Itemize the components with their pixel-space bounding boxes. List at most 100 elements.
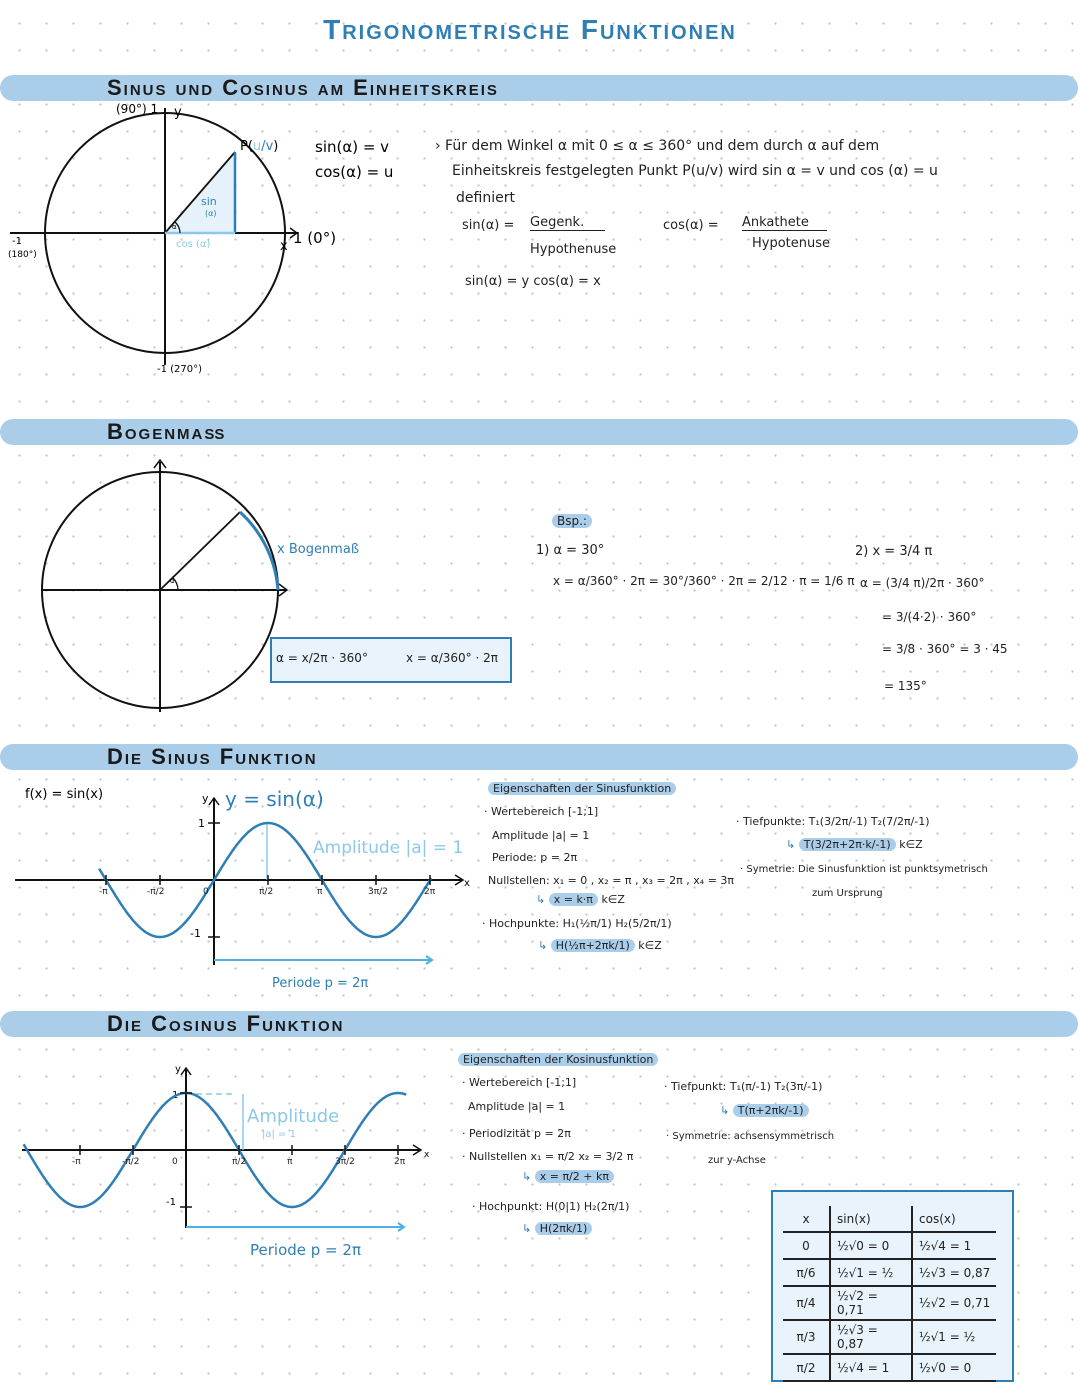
x-tick: π/2 [259,887,274,897]
section-band-cosine: Die Cosinus Funktion [0,1011,1078,1037]
section-title: Sinus und Cosinus am Einheitskreis [107,75,499,100]
cell: ½√1 = ½ [830,1259,913,1287]
sine-curve [98,821,433,939]
arrow-icon: ↳ [786,838,796,851]
cosine-properties-title: Eigenschaften der Kosinusfunktion [458,1053,659,1066]
y-tick-1: 1 [198,817,205,830]
sine-zeros-general: x = k·π [548,893,598,906]
sin-arg-label: (α) [205,209,217,218]
cell: 0 [783,1232,831,1260]
example-tag: Bsp.: [552,514,592,528]
formula-alpha: α = x/2π · 360° [276,651,368,665]
y-tick-minus-1: -1 [166,1197,176,1208]
sin-ratio-numerator: Gegenk. [530,215,605,231]
y-axis-label: y [174,105,182,120]
example-1-head: 1) α = 30° [536,543,605,558]
cosine-maxima: · Hochpunkt: H(0|1) H₂(2π/1) [472,1200,630,1213]
cos-ratio-numerator: Ankathete [742,215,827,231]
x-axis-arrow [278,583,289,597]
cell: ½√4 = 1 [830,1354,913,1382]
sine-prop: Periode: p = 2π [492,851,578,864]
cosine-prop: · Wertebereich [-1;1] [462,1076,577,1089]
angle-arc [171,576,179,591]
curve-label: y = sin(α) [225,787,324,811]
x-tick: 3π/2 [335,1157,355,1167]
period-arrow-head [425,955,434,965]
sine-symmetry-2: zum Ursprung [812,888,883,899]
k-in-z: k∈Z [601,893,625,906]
cosine-maxima-general: H(2πk/1) [534,1222,593,1235]
x-tick: 0 [172,1157,178,1167]
right-label: 1 (0°) [293,229,336,247]
x-tick: -π [99,887,108,897]
example-2-line-2: = 3/(4·2) · 360° [882,610,977,624]
x-axis-label: x [424,1150,430,1160]
cosine-prop: · Nullstellen x₁ = π/2 x₂ = 3/2 π [462,1150,634,1163]
cosine-zeros-general: x = π/2 + kπ [534,1170,614,1183]
table-row: π/3 ½√3 = 0,87 ½√1 = ½ [783,1320,997,1355]
table-header-row: x sin(x) cos(x) [783,1206,997,1233]
y-axis-label: y [175,1064,181,1075]
sin-label: sin [201,195,217,208]
x-tick: π/2 [232,1157,247,1167]
section-band-unit-circle: Sinus und Cosinus am Einheitskreis [0,75,1078,101]
x-axis-arrow [454,874,465,886]
sine-prop: Nullstellen: x₁ = 0 , x₂ = π , x₃ = 2π ,… [488,874,735,887]
example-1-calc: x = α/360° · 2π = 30°/360° · 2π = 2/12 ·… [553,574,855,588]
table-row: π/4 ½√2 = 0,71 ½√2 = 0,71 [783,1286,997,1321]
y-axis-arrow [208,796,220,806]
example-2-line-3: = 3/8 · 360° = 3 · 45 [882,642,1008,656]
cell: ½√0 = 0 [830,1232,913,1260]
values-table: x sin(x) cos(x) 0 ½√0 = 0 ½√4 = 1 π/6 ½√1 =… [771,1190,1014,1382]
x-tick: π [317,887,323,897]
table-row: 0 ½√0 = 0 ½√4 = 1 [783,1232,997,1260]
sin-cos-short: sin(α) = y cos(α) = x [465,274,601,289]
bogenmass-diagram: α x Bogenmaß [41,458,359,712]
cell: ½√2 = 0,71 [912,1286,997,1321]
cosine-curve [22,1091,407,1209]
cos-ratio-denominator: Hypotenuse [752,236,831,251]
period-label: Periode p = 2π [272,976,368,991]
x-axis-arrow [289,227,299,239]
arc-label: x Bogenmaß [277,542,359,557]
example-2-head: 2) x = 3/4 π [855,544,933,559]
arrow-icon: ↳ [720,1104,730,1117]
sine-prop: Amplitude |a| = 1 [492,829,590,842]
sine-properties-title: Eigenschaften der Sinusfunktion [488,782,677,795]
left-degree-label: (180°) [8,250,37,260]
sine-symmetry: · Symetrie: Die Sinusfunktion ist punkts… [740,864,988,875]
cosine-symmetry: · Symmetrie: achsensymmetrisch [666,1131,835,1142]
section-band-bogenmass: Bogenmaß [0,419,1078,445]
cell: π/3 [783,1320,831,1355]
cos-equation: cos(α) = u [315,163,393,181]
sine-maxima: · Hochpunkte: H₁(½π/1) H₂(5/2π/1) [482,917,672,930]
cosine-prop: · Periodizität p = 2π [462,1127,571,1140]
y-axis-arrow [153,458,167,469]
angle-label: α [170,577,175,585]
radius-line [164,151,236,234]
amplitude-value: |a| = 1 [262,1129,296,1140]
cell: ½√3 = 0,87 [912,1259,997,1287]
cell: π/4 [783,1286,831,1321]
definition-line-3: definiert [456,190,515,206]
sine-minima: · Tiefpunkte: T₁(3/2π/-1) T₂(7/2π/-1) [736,815,930,828]
x-tick: -π/2 [122,1157,140,1167]
sine-maxima-general: H(½π+2πk/1) [550,939,635,952]
cosine-graph: x y 1 -1 Amplitude |a| = 1 Periode p = 2… [22,1064,430,1259]
header-x: x [783,1206,831,1233]
cos-label: cos (α) [176,239,210,250]
x-tick: π [287,1157,293,1167]
k-in-z: k∈Z [899,838,923,851]
top-label: (90°) 1 [116,102,158,116]
sin-ratio-lhs: sin(α) = [462,218,515,233]
bottom-label: -1 (270°) [157,364,202,375]
formula-box: α = x/2π · 360° x = α/360° · 2π [270,637,512,683]
x-tick: 0 [203,887,209,897]
y-axis-arrow [180,1066,192,1076]
y-tick-minus-1: -1 [190,927,201,940]
page-title: Trigonometrische Funktionen [323,14,737,45]
left-label: -1 [12,236,22,247]
arrow-icon: ↳ [538,939,548,952]
section-band-sine: Die Sinus Funktion [0,744,1078,770]
